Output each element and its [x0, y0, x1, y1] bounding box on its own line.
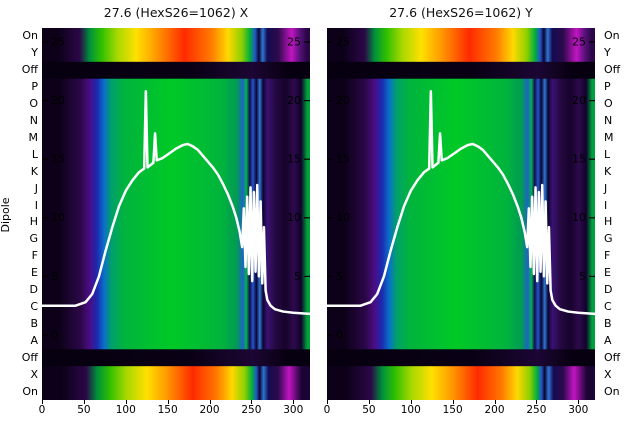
x-tick-mark-panel0	[42, 400, 43, 404]
row-label-right-20: X	[604, 367, 612, 381]
x-tick-mark-panel1	[536, 400, 538, 404]
x-tick-label-panel0-50: 50	[77, 404, 91, 416]
x-tick-label-panel0-250: 250	[241, 404, 262, 416]
row-label-left-18: A	[30, 333, 38, 347]
x-tick-mark-panel0	[209, 400, 211, 404]
x-tick-label-panel0-0: 0	[38, 404, 46, 416]
x-tick-label-panel1-200: 200	[484, 404, 505, 416]
x-tick-mark-panel1	[452, 400, 454, 404]
row-label-left-7: L	[31, 147, 38, 161]
row-label-left-11: H	[29, 215, 38, 229]
row-label-right-13: F	[604, 249, 611, 263]
row-label-right-9: J	[604, 181, 608, 195]
row-label-right-5: N	[604, 114, 613, 127]
x-tick-label-panel0-300: 300	[283, 404, 304, 416]
x-tick-mark-panel1	[327, 400, 328, 404]
x-tick-label-panel0-200: 200	[199, 404, 220, 416]
row-label-right-2: Off	[604, 63, 621, 77]
row-label-left-16: C	[30, 300, 38, 313]
x-tick-label-panel1-0: 0	[323, 404, 331, 416]
heatmap-panel-y	[327, 28, 595, 400]
x-tick-mark-panel1	[494, 400, 496, 404]
row-label-right-6: M	[604, 130, 614, 144]
x-tick-mark-panel0	[125, 400, 127, 404]
row-label-left-9: J	[34, 181, 38, 195]
row-label-right-19: Off	[604, 350, 621, 364]
row-label-left-10: I	[34, 198, 38, 212]
heatmap-panel-x	[42, 28, 310, 400]
x-tick-mark-panel0	[251, 400, 253, 404]
row-label-left-6: M	[28, 130, 39, 144]
x-tick-label-panel1-100: 100	[400, 404, 421, 416]
x-tick-mark-panel1	[368, 400, 370, 404]
row-label-right-21: On	[604, 384, 620, 398]
row-label-right-10: I	[604, 198, 608, 212]
x-tick-label-panel1-150: 150	[442, 404, 463, 416]
row-label-right-3: P	[604, 80, 611, 94]
row-label-left-17: B	[30, 316, 38, 330]
row-label-right-12: G	[604, 232, 613, 246]
row-label-right-18: A	[604, 333, 612, 347]
x-tick-mark-panel1	[410, 400, 412, 404]
panel-title-x: 27.6 (HexS26=1062) X	[103, 5, 249, 20]
x-tick-label-panel1-250: 250	[526, 404, 547, 416]
row-label-left-13: F	[31, 249, 38, 263]
row-label-right-16: C	[604, 300, 612, 313]
row-label-right-1: Y	[604, 46, 611, 60]
row-label-left-3: P	[31, 80, 38, 94]
row-label-left-8: K	[30, 164, 38, 178]
row-label-left-21: On	[22, 384, 38, 398]
row-label-right-14: E	[604, 266, 611, 280]
x-tick-mark-panel0	[83, 400, 85, 404]
row-label-right-0: On	[604, 29, 620, 43]
row-label-right-7: L	[604, 147, 611, 161]
x-tick-mark-panel0	[167, 400, 169, 404]
row-label-right-8: K	[604, 164, 612, 178]
row-label-right-15: D	[604, 283, 613, 297]
row-label-right-17: B	[604, 316, 612, 330]
panel-title-y: 27.6 (HexS26=1062) Y	[389, 5, 533, 20]
row-label-right-11: H	[604, 215, 613, 229]
row-label-left-20: X	[30, 367, 38, 381]
row-label-left-14: E	[31, 266, 38, 280]
row-label-right-4: O	[604, 97, 613, 111]
x-tick-label-panel1-300: 300	[568, 404, 589, 416]
x-tick-mark-panel0	[293, 400, 295, 404]
row-label-left-0: On	[22, 29, 38, 43]
row-label-left-12: G	[29, 232, 38, 246]
row-label-left-4: O	[29, 97, 38, 111]
row-label-left-1: Y	[31, 46, 38, 60]
x-tick-label-panel0-150: 150	[157, 404, 178, 416]
row-label-left-15: D	[29, 283, 38, 297]
x-tick-mark-panel1	[578, 400, 580, 404]
row-label-left-2: Off	[21, 63, 38, 77]
x-tick-label-panel1-50: 50	[362, 404, 376, 416]
row-label-left-19: Off	[21, 350, 38, 364]
x-tick-label-panel0-100: 100	[115, 404, 136, 416]
row-label-left-5: N	[29, 114, 38, 127]
